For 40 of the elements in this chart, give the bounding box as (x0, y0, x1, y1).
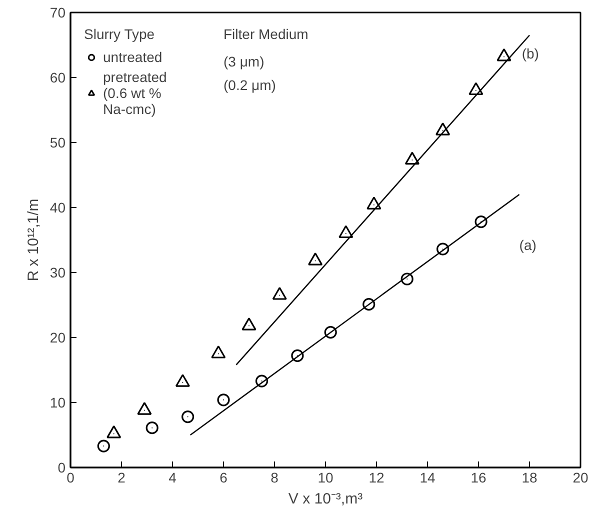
y-tick-label: 10 (50, 394, 66, 410)
x-tick-label: 6 (220, 470, 228, 486)
y-tick-label: 50 (50, 134, 66, 150)
y-tick-label: 60 (50, 70, 66, 86)
point (97, 440, 110, 452)
annotation: (0.2 μm) (224, 77, 276, 94)
x-tick-label: 8 (270, 470, 279, 486)
x-tick-label: 4 (168, 470, 177, 486)
annotation: (a) (519, 237, 536, 253)
point (404, 152, 420, 165)
y-tick-label: 0 (58, 460, 66, 476)
point (366, 196, 382, 210)
legend-label: untreated (103, 48, 162, 66)
y-axis-title: R x 10¹²,1/m (24, 198, 42, 282)
legend-title: Slurry Type (84, 26, 156, 42)
y-tick-label: 40 (50, 200, 66, 216)
point (468, 82, 484, 96)
point (146, 422, 158, 434)
y-tick-label: 70 (50, 4, 66, 20)
point (242, 317, 256, 330)
y-tick-label: 30 (50, 264, 66, 280)
x-tick-label: 10 (318, 470, 334, 486)
legend-label: pretreated (0.6 wt % Na-cmc) (103, 69, 167, 117)
point (272, 286, 287, 300)
point (182, 410, 194, 424)
x-tick-label: 20 (572, 470, 588, 486)
point (217, 394, 230, 406)
x-axis-title: V x 10⁻³,m³ (288, 490, 363, 508)
x-tick-label: 16 (470, 470, 486, 486)
x-tick-label: 12 (368, 470, 384, 486)
point (308, 252, 323, 266)
annotation: Filter Medium (224, 26, 308, 42)
annotation: (b) (522, 45, 539, 62)
point (496, 48, 512, 62)
annotation: (3 μm) (224, 54, 264, 70)
x-tick-label: 14 (420, 470, 436, 486)
x-tick-label: 2 (118, 470, 126, 486)
y-tick-label: 20 (50, 330, 66, 346)
point (338, 225, 354, 238)
x-tick-label: 18 (522, 470, 538, 486)
